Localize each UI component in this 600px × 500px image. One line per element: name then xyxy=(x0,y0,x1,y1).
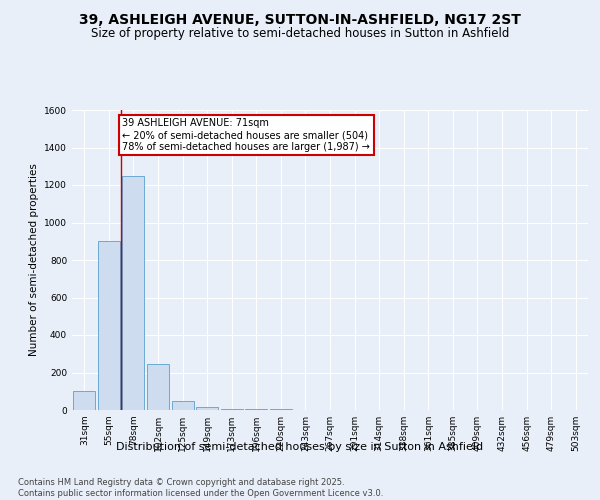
Text: Distribution of semi-detached houses by size in Sutton in Ashfield: Distribution of semi-detached houses by … xyxy=(116,442,484,452)
Text: 39 ASHLEIGH AVENUE: 71sqm
← 20% of semi-detached houses are smaller (504)
78% of: 39 ASHLEIGH AVENUE: 71sqm ← 20% of semi-… xyxy=(122,118,370,152)
Text: Contains HM Land Registry data © Crown copyright and database right 2025.
Contai: Contains HM Land Registry data © Crown c… xyxy=(18,478,383,498)
Bar xyxy=(245,409,268,410)
Bar xyxy=(73,391,95,410)
Bar xyxy=(122,176,145,410)
Text: 39, ASHLEIGH AVENUE, SUTTON-IN-ASHFIELD, NG17 2ST: 39, ASHLEIGH AVENUE, SUTTON-IN-ASHFIELD,… xyxy=(79,12,521,26)
Bar xyxy=(196,407,218,410)
Bar xyxy=(147,364,169,410)
Bar xyxy=(98,242,120,410)
Bar xyxy=(172,400,194,410)
Text: Size of property relative to semi-detached houses in Sutton in Ashfield: Size of property relative to semi-detach… xyxy=(91,28,509,40)
Bar xyxy=(221,408,243,410)
Y-axis label: Number of semi-detached properties: Number of semi-detached properties xyxy=(29,164,38,356)
